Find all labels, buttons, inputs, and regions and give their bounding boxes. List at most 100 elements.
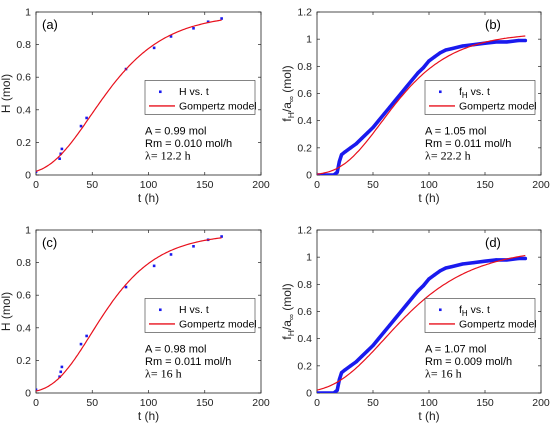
- plot-area: [317, 35, 528, 175]
- y-tick-label: 0.6: [16, 290, 31, 302]
- legend-label-model: Gompertz model: [459, 100, 537, 112]
- data-point: [416, 71, 420, 75]
- parameter-annotation: Rm = 0.009 mol/h: [425, 356, 512, 368]
- x-tick-label: 150: [476, 397, 494, 409]
- legend-marker-data: [159, 308, 162, 312]
- data-point: [399, 309, 403, 314]
- data-point: [405, 303, 409, 307]
- legend-marker-data: [439, 90, 442, 94]
- data-point: [444, 266, 448, 270]
- legend-box: [424, 298, 536, 333]
- x-tick-label: 150: [196, 397, 214, 409]
- gompertz-model-curve: [36, 237, 222, 392]
- gompertz-model-curve: [317, 35, 526, 175]
- legend-label-data: fH vs. t: [459, 304, 490, 318]
- x-tick-label: 50: [86, 397, 98, 409]
- x-tick-label: 200: [252, 397, 270, 409]
- y-tick-label: 0.6: [16, 72, 31, 84]
- data-point: [517, 256, 521, 261]
- data-point: [523, 256, 527, 261]
- parameter-annotation: Rm = 0.010 mol/h: [145, 138, 232, 150]
- parameter-annotation: A = 1.05 mol: [425, 125, 486, 137]
- data-point: [377, 119, 381, 123]
- data-point: [58, 157, 61, 160]
- legend-marker-data: [439, 308, 442, 312]
- data-point: [433, 273, 437, 277]
- y-tick-label: 0.4: [297, 333, 312, 345]
- data-point: [360, 136, 364, 140]
- data-point: [449, 265, 453, 269]
- data-point: [410, 296, 414, 300]
- y-tick-label: 0.2: [16, 355, 31, 367]
- panel-3: 0 50 100 150 200 0 0.2 0.4 0.6 0.8 1 t (h) H (mol) (c…: [0, 225, 270, 424]
- data-point: [505, 40, 509, 44]
- data-point: [152, 46, 156, 50]
- parameter-annotation: λ= 22.2 h: [425, 148, 471, 162]
- y-tick-label: 0.4: [297, 115, 312, 127]
- data-point: [416, 289, 420, 293]
- panel-4: 0 50 100 150 200 0 0.2 0.4 0.6 0.8 1 1.2 t (h) fH/a∞ …: [280, 225, 550, 424]
- data-point: [461, 262, 465, 266]
- y-tick-label: 1: [25, 225, 31, 237]
- parameter-annotation: Rm = 0.011 mol/h: [425, 138, 511, 150]
- x-tick-label: 100: [140, 179, 158, 191]
- data-point: [354, 360, 358, 364]
- x-tick-label: 0: [33, 397, 39, 409]
- data-point: [60, 365, 64, 369]
- data-point: [399, 91, 403, 96]
- data-point: [349, 146, 353, 150]
- y-tick-label: 0: [25, 388, 31, 400]
- data-point: [461, 44, 465, 48]
- data-point: [449, 47, 453, 51]
- y-tick-label: 0: [306, 170, 312, 182]
- data-point: [124, 285, 128, 289]
- data-point: [343, 150, 347, 154]
- x-tick-label: 100: [420, 179, 438, 191]
- x-tick-label: 0: [314, 397, 320, 409]
- data-point: [192, 245, 195, 248]
- data-point: [335, 170, 339, 174]
- y-axis-label: H (mol): [0, 292, 13, 331]
- x-tick-label: 100: [140, 397, 158, 409]
- x-tick-label: 50: [86, 179, 98, 191]
- y-tick-label: 0.4: [16, 104, 31, 116]
- x-tick-label: 150: [196, 179, 214, 191]
- y-tick-label: 1: [25, 7, 31, 19]
- legend: H vs. t Gompertz model: [144, 298, 257, 333]
- data-point: [343, 368, 347, 372]
- data-point: [335, 388, 339, 392]
- data-point: [365, 349, 369, 353]
- legend-label-model: Gompertz model: [179, 100, 257, 112]
- x-axis-label: t (h): [418, 409, 439, 423]
- panel-label: (a): [42, 17, 58, 32]
- y-tick-label: 1: [306, 34, 312, 46]
- y-tick-label: 0.2: [297, 142, 312, 154]
- data-point: [59, 152, 63, 156]
- plot-area: [317, 254, 528, 393]
- x-axis-label: t (h): [418, 191, 439, 205]
- data-point: [483, 259, 487, 263]
- data-point: [354, 142, 358, 146]
- data-point: [494, 40, 498, 44]
- y-tick-label: 0: [25, 170, 31, 182]
- data-point: [360, 354, 364, 358]
- data-point: [371, 125, 375, 130]
- panel-label: (c): [42, 235, 57, 250]
- x-tick-label: 200: [252, 179, 270, 191]
- y-tick-label: 0: [306, 388, 312, 400]
- gompertz-model-curve: [36, 19, 222, 172]
- data-point: [444, 48, 448, 52]
- x-tick-label: 50: [367, 179, 379, 191]
- data-point: [79, 124, 83, 128]
- data-point: [405, 85, 409, 89]
- legend-label-data: H vs. t: [179, 86, 209, 98]
- y-tick-label: 0.8: [16, 39, 31, 51]
- plot-area: [36, 17, 223, 174]
- legend-marker-data: [159, 90, 162, 94]
- parameter-annotation: A = 1.07 mol: [425, 343, 486, 355]
- data-point: [377, 337, 381, 341]
- data-point: [494, 258, 498, 262]
- y-tick-label: 0.8: [297, 279, 312, 291]
